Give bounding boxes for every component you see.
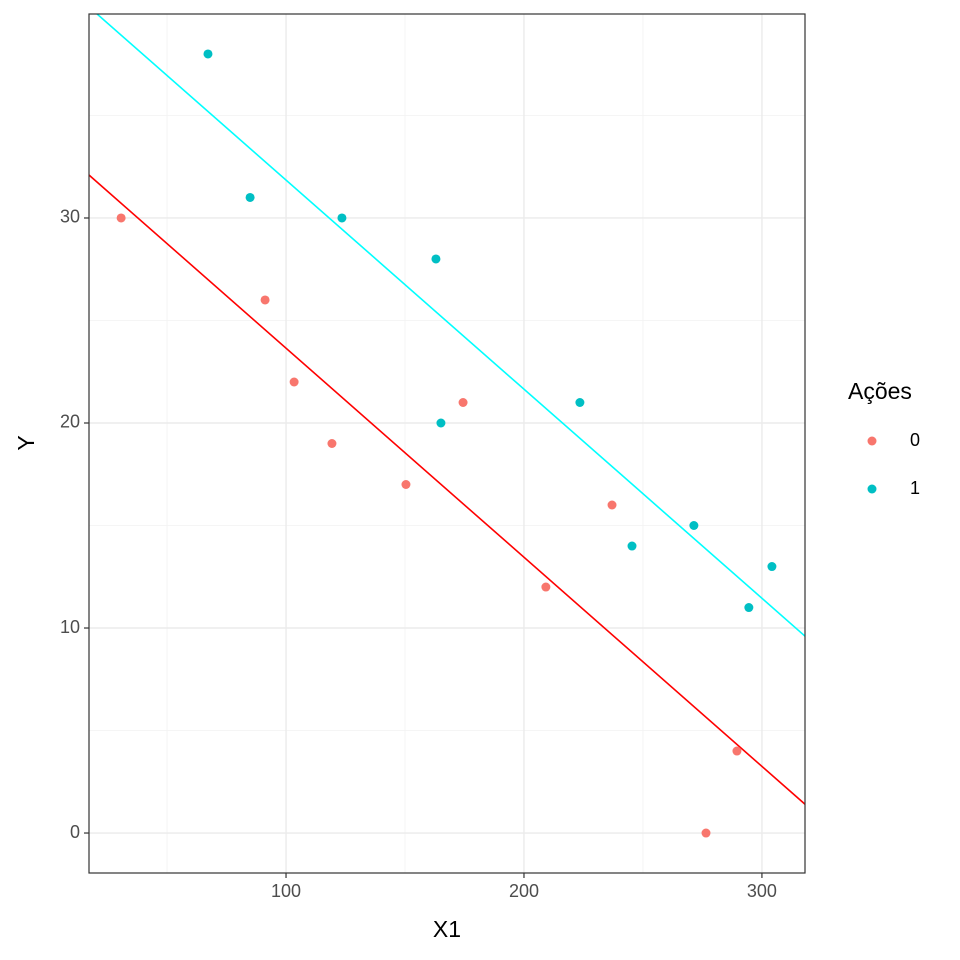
point xyxy=(458,397,468,407)
point xyxy=(575,397,585,407)
point xyxy=(337,213,347,223)
point xyxy=(203,49,213,59)
point xyxy=(744,603,754,613)
point xyxy=(701,828,711,838)
legend-key xyxy=(867,484,877,494)
legend: 01 xyxy=(867,430,920,498)
point xyxy=(627,541,637,551)
point xyxy=(732,746,742,756)
x-tick-label: 300 xyxy=(747,881,777,901)
y-tick-label: 10 xyxy=(60,617,80,637)
point xyxy=(689,521,699,531)
legend-label: 1 xyxy=(910,478,920,498)
point xyxy=(767,562,777,572)
x-tick-label: 200 xyxy=(509,881,539,901)
y-axis-title: Y xyxy=(13,435,39,450)
legend-title: Ações xyxy=(848,378,912,404)
y-tick-label: 30 xyxy=(60,207,80,227)
panel-border xyxy=(88,13,806,874)
legend-label: 0 xyxy=(910,430,920,450)
point xyxy=(116,213,126,223)
fit-lines xyxy=(89,14,805,805)
point xyxy=(260,295,270,305)
y-tick-label: 0 xyxy=(70,822,80,842)
y-tick-label: 20 xyxy=(60,412,80,432)
x-tick-label: 100 xyxy=(271,881,301,901)
point xyxy=(289,377,299,387)
x-axis-title: X1 xyxy=(433,916,461,942)
point xyxy=(245,192,255,202)
point xyxy=(436,418,446,428)
legend-key xyxy=(867,436,877,446)
fit-line xyxy=(95,14,805,637)
point xyxy=(541,582,551,592)
points xyxy=(116,49,777,838)
point xyxy=(401,480,411,490)
fit-line xyxy=(89,174,805,805)
axes: 100 200 300 0 10 20 30 xyxy=(60,207,777,901)
panel-background xyxy=(89,14,805,873)
point xyxy=(431,254,441,264)
point xyxy=(607,500,617,510)
point xyxy=(327,439,337,448)
